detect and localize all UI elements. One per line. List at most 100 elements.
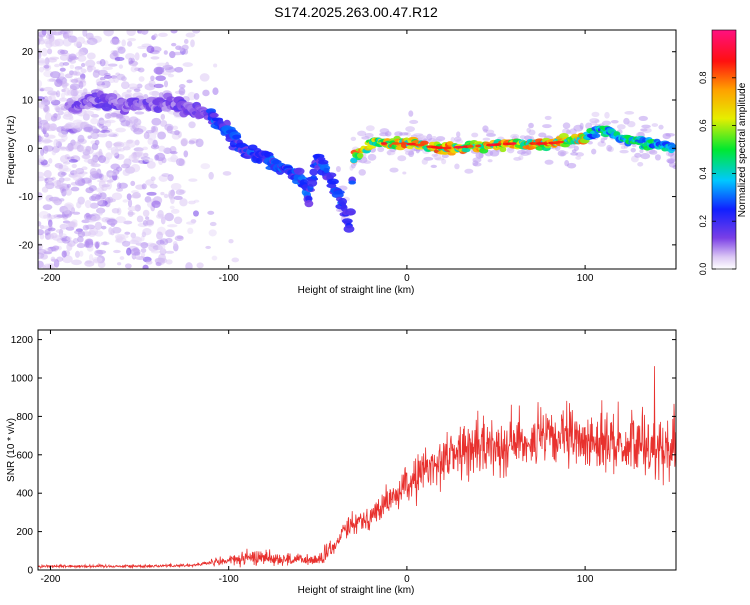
heatmap-halo-cell — [528, 122, 534, 129]
heatmap-noise-cell — [91, 157, 96, 166]
heatmap-ridge-cell — [326, 172, 337, 178]
heatmap-noise-cell — [128, 83, 138, 90]
heatmap-noise-cell — [98, 69, 108, 76]
heatmap-halo-cell — [619, 149, 629, 154]
heatmap-noise-cell — [138, 30, 145, 35]
heatmap-noise-cell — [153, 66, 165, 75]
heatmap-peak-cell — [453, 145, 464, 149]
heatmap-noise-cell — [153, 83, 164, 89]
heatmap-noise-cell — [115, 235, 123, 243]
heatmap-noise-cell — [62, 38, 72, 47]
y-tick-label: 0 — [27, 144, 33, 155]
heatmap-noise-cell — [165, 250, 175, 254]
heatmap-noise-cell — [80, 62, 86, 68]
y-tick-label: 400 — [16, 489, 33, 500]
heatmap-noise-cell — [113, 141, 125, 148]
heatmap-noise-cell — [49, 71, 61, 79]
heatmap-noise-cell — [38, 96, 45, 101]
heatmap-noise-cell — [115, 127, 127, 133]
heatmap-noise-cell — [160, 113, 166, 121]
heatmap-noise-cell — [170, 30, 178, 34]
heatmap-noise-cell — [42, 139, 53, 143]
heatmap-halo-cell — [575, 156, 582, 160]
heatmap-halo-cell — [573, 124, 584, 132]
heatmap-noise-cell — [121, 39, 126, 47]
heatmap-halo-cell — [456, 131, 461, 138]
heatmap-noise-cell — [115, 216, 126, 224]
heatmap-noise-cell — [64, 73, 73, 79]
heatmap-noise-cell — [38, 210, 49, 219]
heatmap-noise-cell — [74, 250, 81, 258]
heatmap-noise-cell — [38, 134, 42, 142]
heatmap-noise-cell — [157, 257, 168, 264]
heatmap-noise-cell — [63, 123, 74, 130]
heatmap-halo-cell — [350, 162, 356, 169]
heatmap-noise-cell — [52, 245, 59, 252]
heatmap-noise-cell — [65, 145, 74, 152]
heatmap-noise-cell — [44, 112, 53, 122]
heatmap-peak-cell — [494, 143, 502, 146]
heatmap-noise-cell — [167, 174, 174, 182]
heatmap-noise-cell — [51, 149, 57, 156]
heatmap-noise-cell — [208, 171, 214, 180]
heatmap-noise-cell — [59, 146, 67, 150]
heatmap-halo-cell — [585, 122, 593, 130]
heatmap-noise-cell — [150, 75, 155, 81]
heatmap-ridge-cell — [420, 140, 429, 145]
heatmap-noise-cell — [85, 59, 96, 68]
heatmap-peak-cell — [541, 142, 548, 145]
heatmap-noise-cell — [69, 83, 80, 90]
heatmap-noise-cell — [138, 148, 143, 157]
heatmap-noise-cell — [131, 236, 143, 245]
heatmap-noise-cell — [126, 193, 132, 201]
heatmap-noise-cell — [115, 187, 124, 192]
heatmap-noise-cell — [77, 134, 85, 143]
heatmap-noise-cell — [196, 262, 204, 269]
heatmap-noise-cell — [164, 61, 170, 71]
heatmap-noise-cell — [202, 89, 210, 97]
heatmap-noise-cell — [67, 30, 74, 37]
heatmap-noise-cell — [63, 177, 71, 182]
heatmap-noise-cell — [142, 264, 149, 269]
heatmap-noise-cell — [128, 60, 134, 64]
snr-frame — [37, 329, 677, 571]
heatmap-noise-cell — [186, 221, 196, 225]
heatmap-noise-cell — [85, 218, 97, 223]
heatmap-noise-cell — [142, 228, 152, 236]
heatmap-noise-cell — [133, 88, 141, 92]
x-tick-label: -200 — [40, 574, 60, 585]
heatmap-noise-cell — [96, 179, 108, 183]
heatmap-ridge-cell — [366, 144, 377, 149]
heatmap-noise-cell — [77, 54, 87, 62]
heatmap-noise-cell — [108, 228, 114, 233]
heatmap-halo-cell — [357, 130, 367, 137]
heatmap-noise-cell — [51, 30, 57, 36]
colorbar: 0.0 0.2 0.4 0.6 0.8 Normalized spectral ampl… — [698, 29, 748, 275]
heatmap-halo-cell — [379, 128, 390, 134]
heatmap-halo-cell — [662, 133, 671, 140]
heatmap-ridge-cell — [591, 133, 601, 139]
heatmap-peak-cell — [475, 144, 482, 148]
heatmap-noise-cell — [70, 78, 79, 84]
heatmap-noise-cell — [104, 112, 112, 119]
heatmap-noise-cell — [188, 200, 196, 205]
heatmap-halo-cell — [431, 153, 439, 157]
heatmap-noise-cell — [48, 158, 53, 164]
heatmap-ridge-cell — [461, 147, 471, 153]
figure-title: S174.2025.263.00.47.R12 — [274, 4, 438, 20]
heatmap-halo-cell — [658, 124, 664, 130]
heatmap-halo-cell — [364, 132, 374, 138]
heatmap-halo-cell — [564, 159, 570, 167]
heatmap-noise-cell — [107, 63, 118, 67]
heatmap-halo-cell — [566, 162, 577, 169]
heatmap-ridge-cell — [333, 190, 345, 195]
heatmap-noise-cell — [118, 64, 124, 69]
heatmap-noise-cell — [130, 194, 141, 199]
heatmap-halo-cell — [487, 159, 493, 163]
heatmap-halo-cell — [430, 164, 437, 168]
heatmap-ridge-cell — [561, 143, 570, 148]
heatmap-noise-cell — [161, 71, 172, 76]
heatmap-noise-cell — [128, 154, 138, 162]
heatmap-noise-cell — [63, 111, 73, 118]
y-tick-label: 10 — [22, 96, 34, 107]
